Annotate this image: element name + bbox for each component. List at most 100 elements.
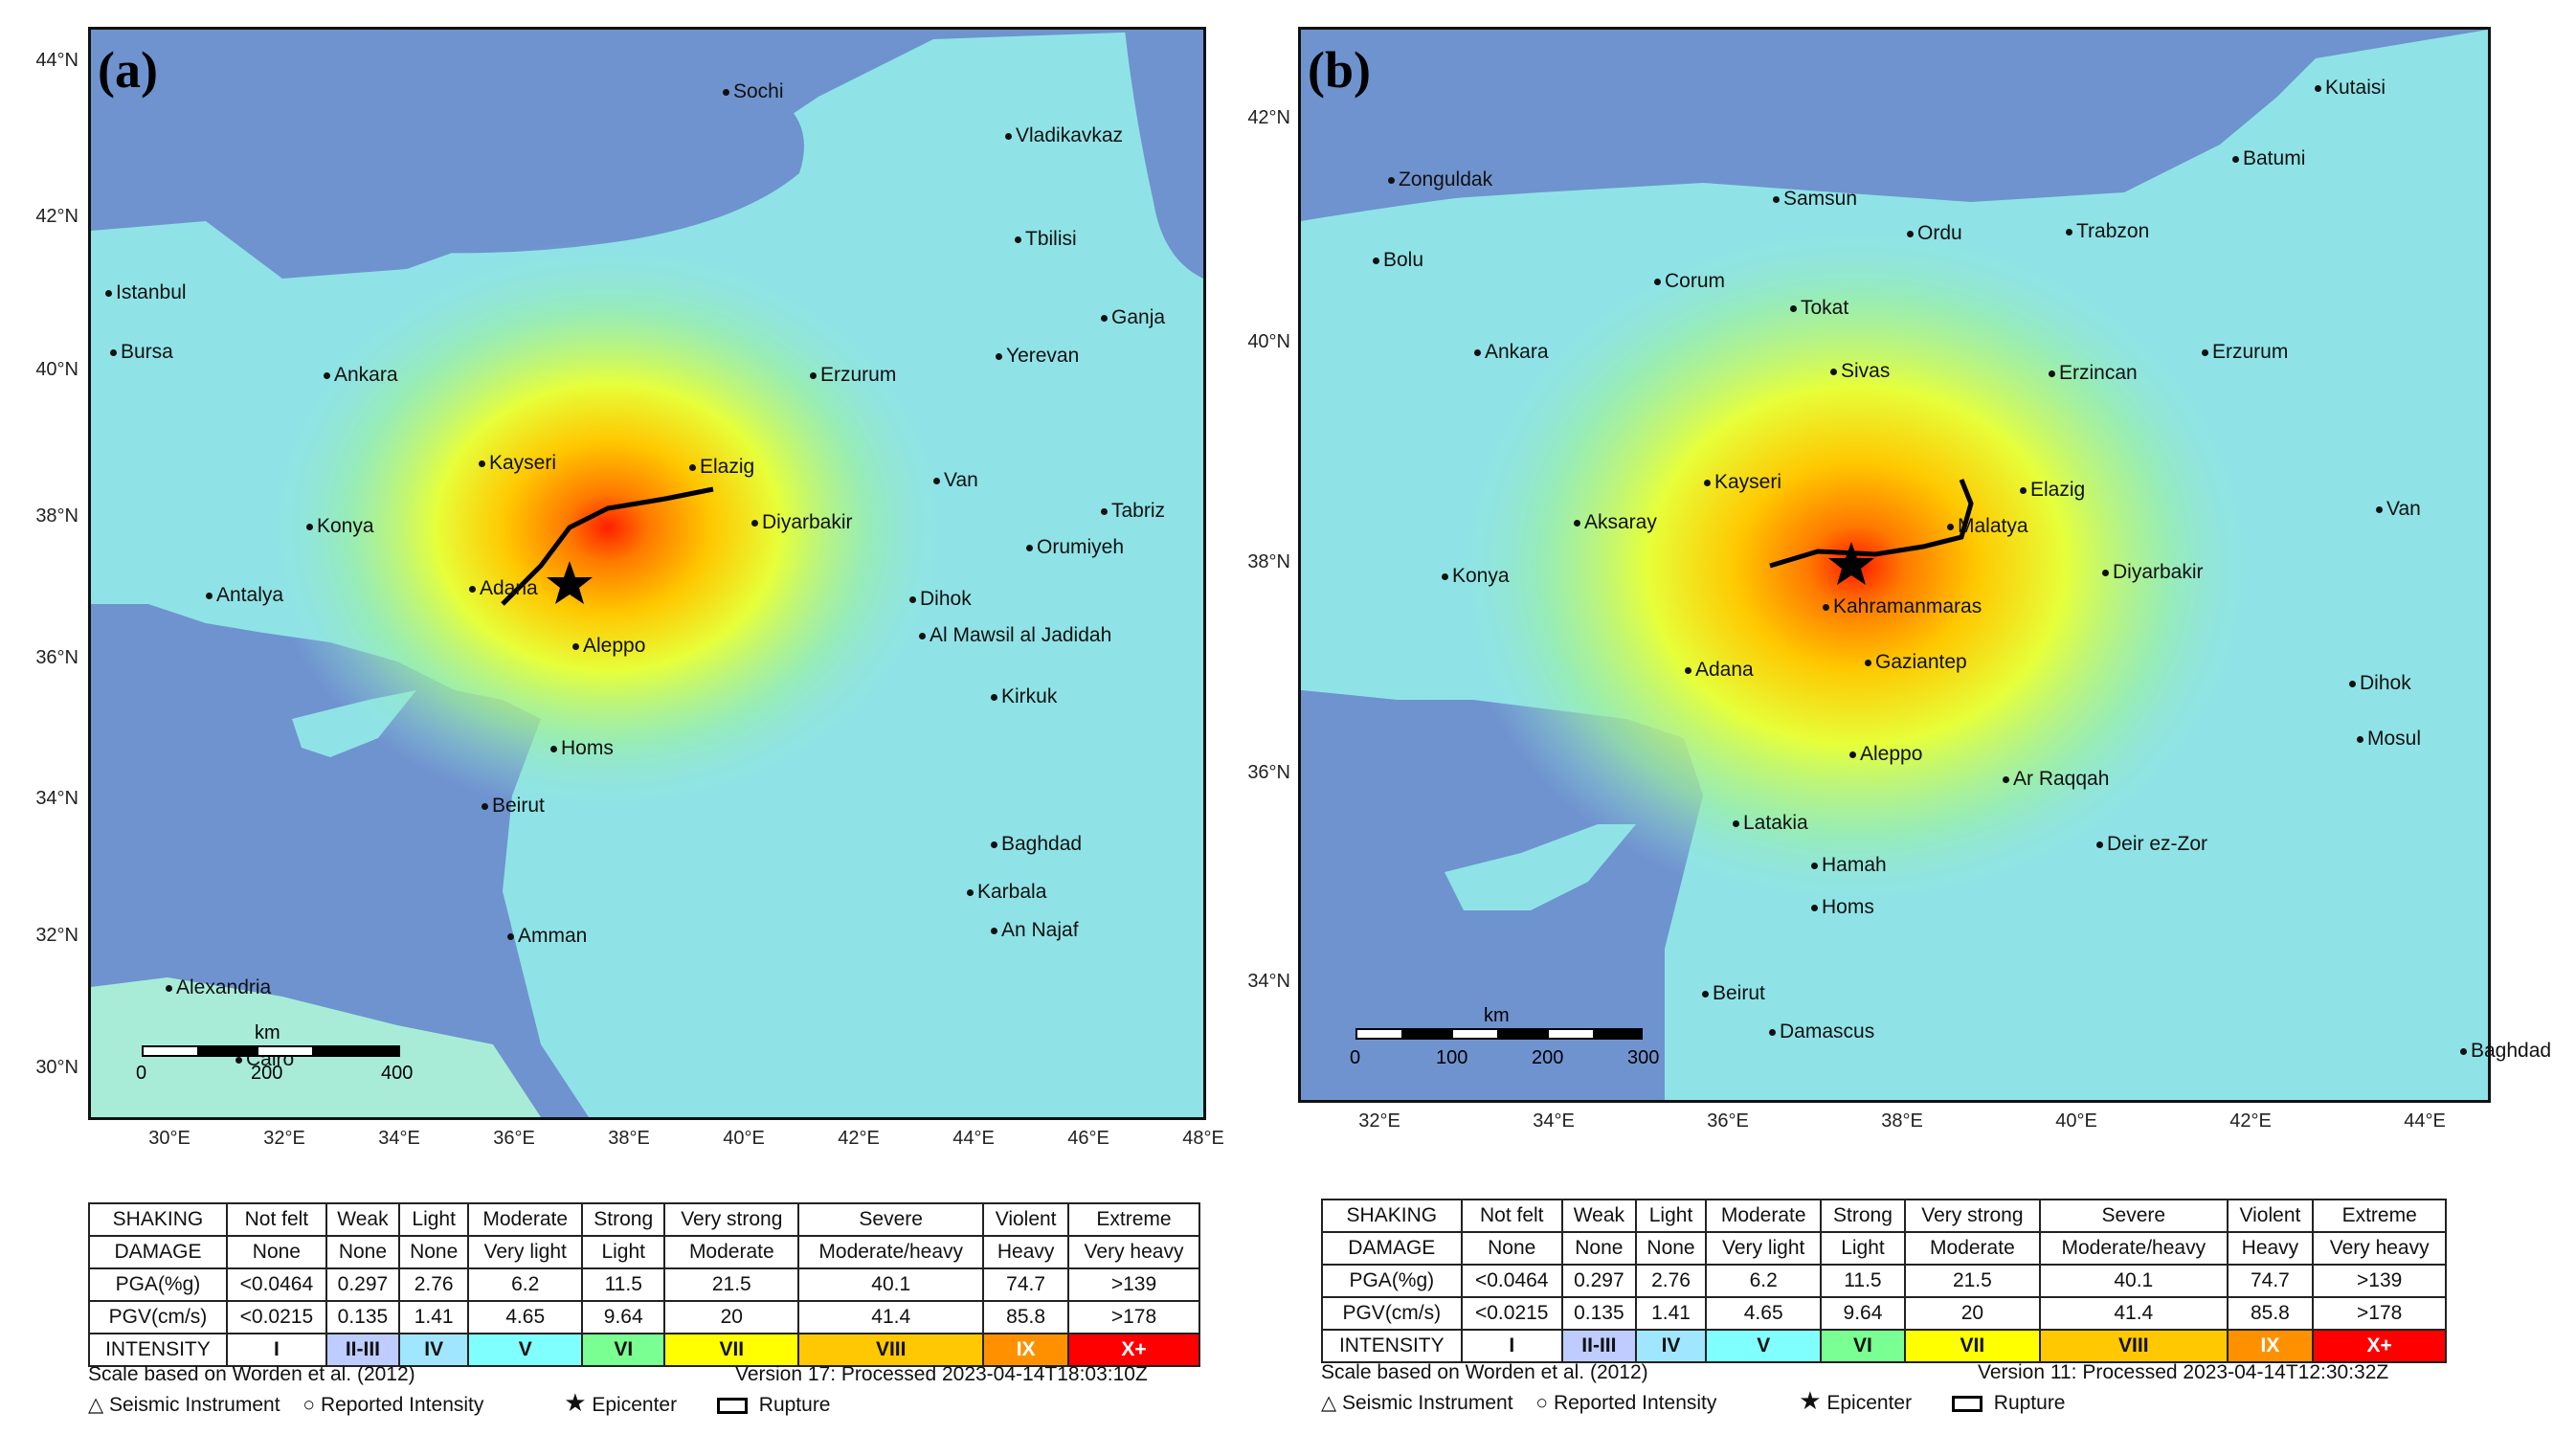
legend-row: SHAKING Not felt Weak Light Moderate Strong Ve… [1321,1199,2447,1233]
star-icon: ★ [1799,1386,1822,1415]
cyprus-b [1445,824,1636,910]
lon-label: 32°E [1358,1110,1400,1132]
legend-cell: II-III [1560,1329,1637,1363]
city-label: Erzurum [810,364,896,387]
map-frame-a[interactable] [88,27,1206,1120]
legend-row-head: INTENSITY [1321,1329,1463,1363]
legend-cell: >178 [2312,1296,2447,1331]
legend-cell: Moderate [467,1202,584,1237]
city-label: An Najaf [991,919,1079,942]
legend-cell: VIII [797,1333,985,1367]
legend-cell: X+ [2312,1329,2447,1363]
legend-cell: 2.76 [1634,1264,1708,1298]
city-label: Samsun [1773,188,1857,211]
lat-label: 32°N [35,925,78,946]
legend-cell: Moderate/heavy [2039,1231,2229,1266]
legend-row: DAMAGE None None None Very light Light Moderat… [1321,1231,2447,1266]
city-label: Homs [1811,896,1874,919]
scale-unit: km [1484,1005,1510,1026]
lon-label: 32°E [263,1128,305,1149]
lon-label: 40°E [2055,1110,2097,1132]
city-label: Ankara [324,364,398,387]
lat-label: 30°N [35,1057,78,1078]
legend-cell: >139 [2312,1264,2447,1298]
legend-row: DAMAGE None None None Very light Light Moderat… [88,1235,1200,1269]
lon-label: 44°E [2404,1110,2446,1132]
city-label: Dihok [2349,672,2411,695]
city-label: Erzurum [2202,341,2288,364]
legend-cell: Weak [325,1202,400,1237]
legend-cell: Weak [1560,1199,1637,1233]
scale-tick: 400 [381,1063,414,1084]
legend-cell: None [1460,1231,1563,1266]
city-label: Sivas [1830,360,1890,383]
legend-cell: 21.5 [663,1267,800,1302]
epicenter-b [1828,542,1874,585]
legend-cell: Not felt [225,1202,327,1237]
city-label: Corum [1654,270,1725,293]
legend-cell: Violent [2226,1199,2315,1233]
city-label: Deir ez-Zor [2096,833,2207,856]
lon-label: 42°E [2229,1110,2272,1132]
legend-cell: >178 [1067,1300,1200,1334]
legend-cell: 85.8 [982,1300,1069,1334]
lat-label: 44°N [35,50,78,71]
legend-cell: II-III [325,1333,400,1367]
rupture-trace-b [1769,479,1974,569]
legend-cell: 9.64 [1820,1296,1906,1331]
epicenter-a [547,561,593,604]
city-label: Aksaray [1574,511,1657,534]
legend-row-head: PGA(%g) [88,1267,228,1302]
city-label: Adana [469,577,538,600]
city-label: Tbilisi [1015,228,1077,251]
legend-cell: Heavy [2226,1231,2315,1266]
lat-label: 40°N [35,359,78,380]
version-a: Version 17: Processed 2023-04-14T18:03:1… [735,1363,1148,1385]
legend-cell: <0.0464 [225,1267,327,1302]
legend-row: PGA(%g) <0.0464 0.297 2.76 6.2 11.5 21.5 40.1 74… [1321,1264,2447,1298]
city-label: Aleppo [572,635,645,658]
lat-label: 42°N [35,206,78,227]
triangle-icon: △ [88,1394,104,1416]
legend-cell: 1.41 [1634,1296,1708,1331]
city-label: Antalya [206,584,283,607]
city-label: Gaziantep [1865,651,1967,674]
map-frame-b[interactable] [1298,27,2491,1103]
panel-b: (b) 42°N 40°N 38°N 36°N 34°N 32°E 34°E 3… [1244,0,2576,1435]
legend-cell: 4.65 [1705,1296,1823,1331]
city-label: Kutaisi [2315,77,2386,100]
lat-label: 38°N [1247,551,1290,572]
scale-note-b: Scale based on Worden et al. (2012) [1321,1361,1648,1383]
legend-cell: 40.1 [2039,1264,2229,1298]
legend-row-head: DAMAGE [88,1235,228,1269]
legend-cell: V [1705,1329,1823,1363]
city-label: Kayseri [1704,471,1781,494]
legend-cell: Not felt [1460,1199,1563,1233]
legend-cell: Moderate [663,1235,800,1269]
shaking-field-a [263,240,952,815]
legend-cell: None [1560,1231,1637,1266]
lon-label: 38°E [608,1128,650,1149]
legend-cell: Very heavy [1067,1235,1200,1269]
legend-row-head: INTENSITY [88,1333,228,1367]
scale-tick: 200 [251,1063,283,1084]
legend-cell: 11.5 [581,1267,666,1302]
legend-cell: Light [397,1202,470,1237]
city-label: Baghdad [991,833,1082,856]
city-label: Adana [1685,659,1754,682]
scale-tick: 300 [1627,1047,1660,1068]
city-label: Tokat [1790,297,1848,320]
legend-cell: 0.135 [1560,1296,1637,1331]
lon-label: 38°E [1881,1110,1923,1132]
legend-cell: 0.297 [1560,1264,1637,1298]
city-label: Baghdad [2460,1040,2551,1063]
legend-cell: 0.297 [325,1267,400,1302]
legend-cell: Very strong [663,1202,800,1237]
legend-cell: <0.0215 [225,1300,327,1334]
legend-cell: V [467,1333,584,1367]
scale-tick: 200 [1532,1047,1564,1068]
legend-cell: Extreme [2312,1199,2447,1233]
lon-label: 30°E [148,1128,190,1149]
black-sea-a [143,30,804,254]
rupture-icon [716,1397,748,1414]
